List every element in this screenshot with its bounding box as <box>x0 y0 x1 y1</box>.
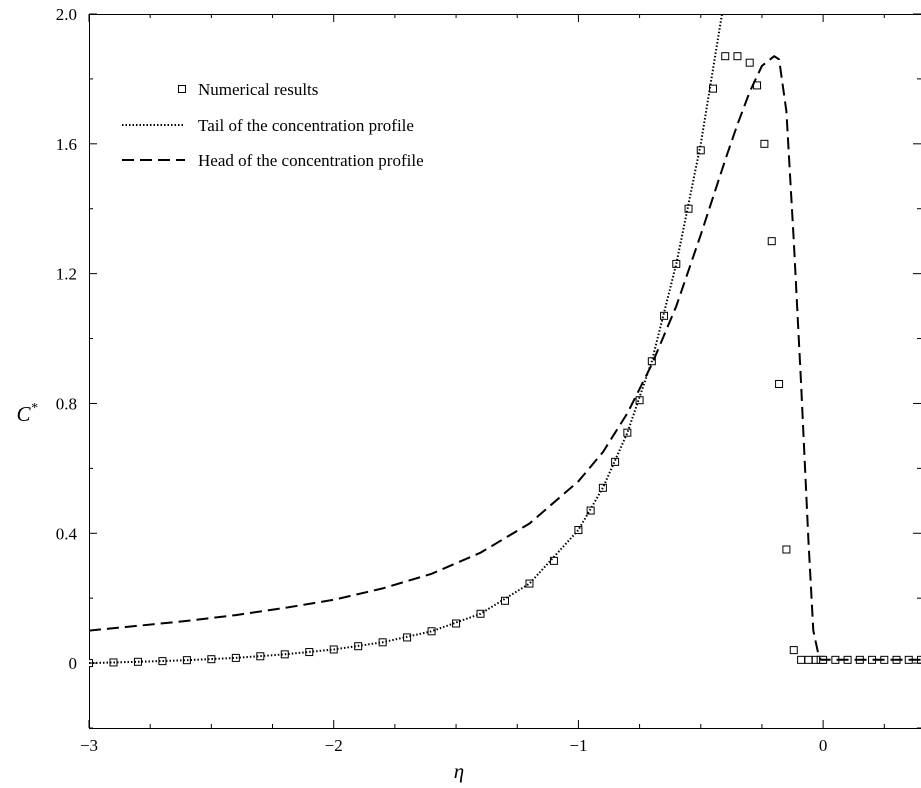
series-line-tail <box>89 14 724 665</box>
legend: Numerical results Tail of the concentrat… <box>122 80 424 170</box>
data-point-numerical <box>574 526 583 535</box>
y-axis-label-base: C <box>16 402 31 426</box>
data-point-numerical <box>158 657 167 666</box>
y-tick-label: 1.6 <box>56 135 77 154</box>
data-point-numerical <box>427 627 436 636</box>
data-point-numerical <box>767 237 776 246</box>
y-axis-label-super: * <box>31 401 38 416</box>
x-tick-label: 0 <box>819 736 828 755</box>
data-point-numerical <box>733 52 742 61</box>
plot-frame <box>89 14 921 729</box>
x-tick-label: −1 <box>569 736 587 755</box>
data-point-numerical <box>660 311 669 320</box>
y-tick-label: 1.2 <box>56 265 77 284</box>
data-point-numerical <box>672 259 681 268</box>
data-point-numerical <box>611 457 620 466</box>
data-point-numerical <box>775 379 784 388</box>
data-point-numerical <box>782 545 791 554</box>
x-axis-label: η <box>454 759 464 783</box>
y-tick-label: 0.4 <box>56 524 78 543</box>
legend-marker-numerical <box>178 85 186 93</box>
data-point-numerical <box>256 652 265 661</box>
data-point-numerical <box>721 52 730 61</box>
data-point-numerical <box>598 483 607 492</box>
data-point-numerical <box>133 657 142 666</box>
axes: η C* −3 −2 −1 0 0 0.4 0.8 1.2 1.6 2.0 <box>16 5 921 783</box>
data-point-numerical <box>804 655 813 664</box>
y-tick-label: 0.8 <box>56 394 77 413</box>
data-point-numerical <box>109 658 118 667</box>
data-point-numerical <box>709 84 717 93</box>
data-point-numerical <box>760 139 769 148</box>
x-tick-label: −2 <box>325 736 343 755</box>
y-tick-label: 2.0 <box>56 5 77 24</box>
data-point-numerical <box>207 655 216 664</box>
data-point-numerical <box>635 396 644 405</box>
x-tick-label: −3 <box>80 736 98 755</box>
data-point-numerical <box>182 656 191 665</box>
data-point-numerical <box>797 655 806 664</box>
legend-label-tail: Tail of the concentration profile <box>198 116 414 135</box>
data-point-numerical <box>452 619 461 628</box>
data-point-numerical <box>789 646 798 655</box>
series-layer <box>89 14 921 668</box>
legend-label-numerical: Numerical results <box>198 80 318 99</box>
data-point-numerical <box>623 428 632 437</box>
plot-area <box>89 14 921 729</box>
legend-label-head: Head of the concentration profile <box>198 151 424 170</box>
data-point-numerical <box>525 579 534 588</box>
series-line-head <box>89 54 921 661</box>
y-axis-label: C* <box>16 401 37 426</box>
data-point-numerical <box>231 653 240 662</box>
data-point-numerical <box>745 58 754 67</box>
y-tick-label: 0 <box>69 654 78 673</box>
